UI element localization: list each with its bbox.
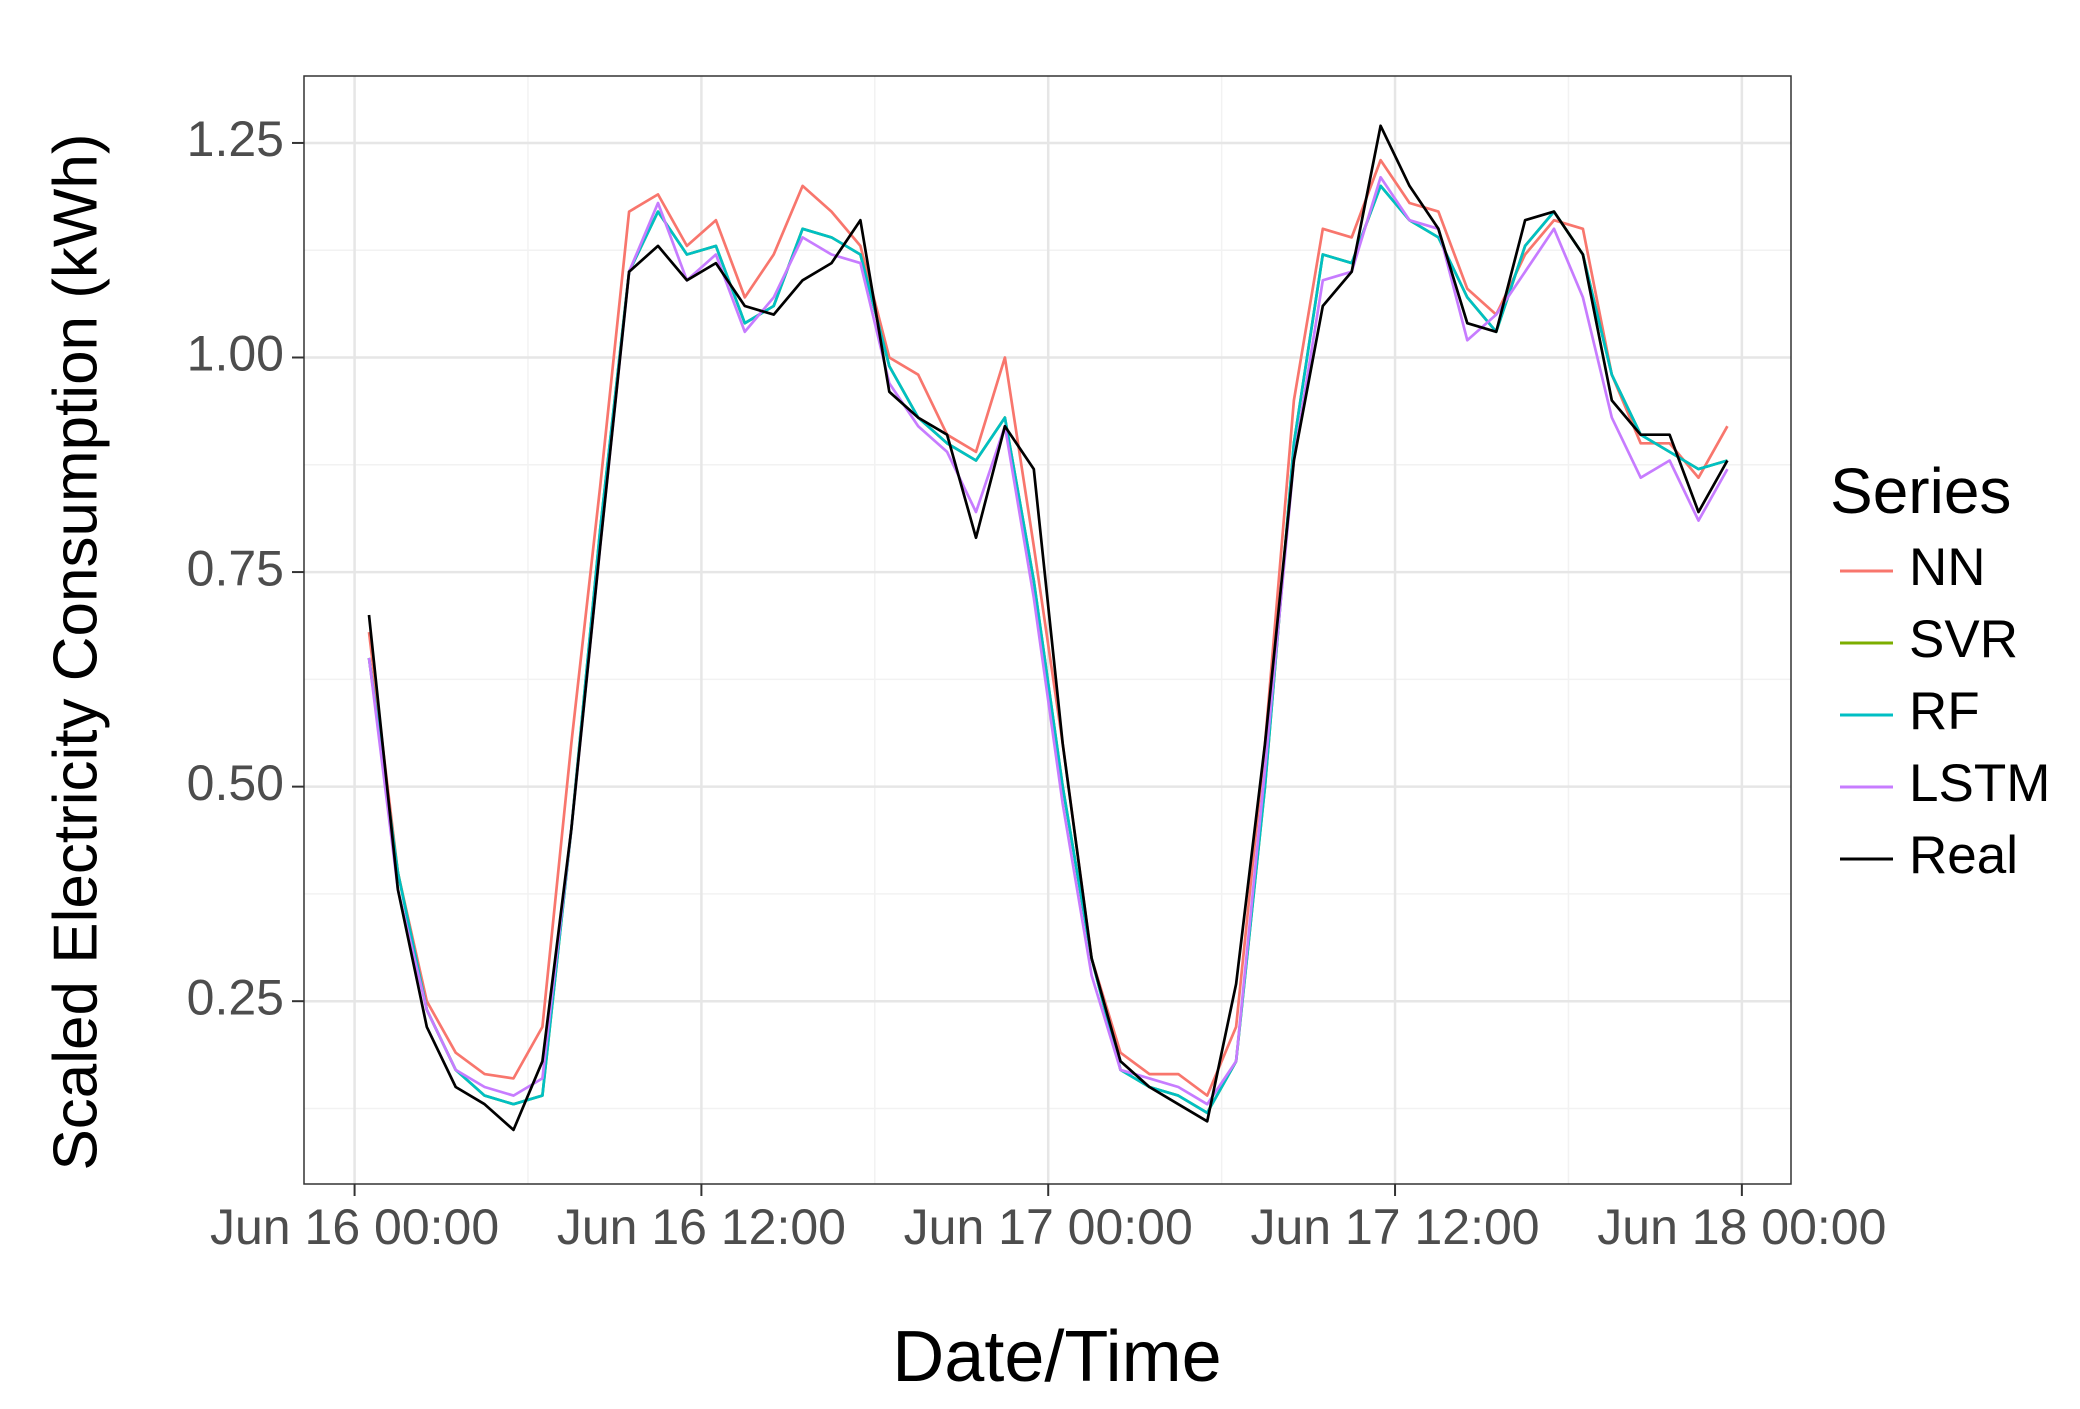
x-tick-label: Jun 17 00:00 bbox=[904, 1199, 1193, 1255]
legend-label: SVR bbox=[1909, 610, 2018, 669]
y-tick-label: 1.00 bbox=[187, 326, 284, 382]
y-tick-label: 1.25 bbox=[187, 111, 284, 167]
panel-border bbox=[303, 75, 1792, 1185]
legend-label: RF bbox=[1909, 682, 1980, 741]
legend-label: Real bbox=[1909, 826, 2018, 885]
series-line bbox=[367, 124, 1729, 1132]
legend-label: NN bbox=[1909, 538, 1986, 597]
x-axis-title: Date/Time bbox=[892, 1317, 1221, 1397]
y-tick-label: 0.50 bbox=[187, 755, 284, 811]
x-tick-label: Jun 16 00:00 bbox=[210, 1199, 499, 1255]
x-tick-label: Jun 16 12:00 bbox=[557, 1199, 846, 1255]
legend-label: LSTM bbox=[1909, 754, 2050, 813]
y-tick-label: 0.75 bbox=[187, 540, 284, 596]
x-tick-label: Jun 18 00:00 bbox=[1597, 1199, 1886, 1255]
y-axis-title: Scaled Electricity Consumption (kWh) bbox=[41, 133, 110, 1170]
x-tick-label: Jun 17 12:00 bbox=[1250, 1199, 1539, 1255]
series-line bbox=[367, 158, 1729, 1097]
legend-title: Series bbox=[1830, 455, 2011, 527]
y-tick-label: 0.25 bbox=[187, 969, 284, 1025]
